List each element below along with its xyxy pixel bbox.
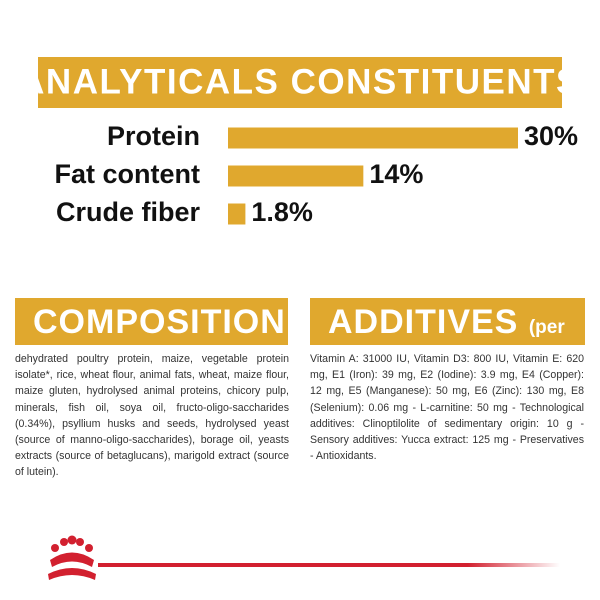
composition-header: COMPOSITION [15, 298, 288, 345]
value-label: 30% [524, 121, 578, 151]
bar [228, 165, 364, 187]
additives-unit: (per kg) [328, 317, 565, 392]
logo [48, 535, 96, 580]
bar [228, 203, 246, 225]
composition-title: COMPOSITION [33, 303, 286, 341]
value-label: 14% [369, 159, 423, 189]
chart-title: ANALYTICALS CONSTITUENTS [19, 62, 581, 101]
additives-header: ADDITIVES (per kg) [310, 298, 585, 392]
bar [228, 127, 518, 149]
category-label: Fat content [55, 159, 201, 189]
footer-line [98, 563, 560, 567]
additives-text: Vitamin A: 31000 IU, Vitamin D3: 800 IU,… [310, 353, 584, 463]
category-label: Protein [107, 121, 200, 151]
composition-text: dehydrated poultry protein, maize, veget… [15, 353, 289, 479]
category-label: Crude fiber [56, 197, 201, 227]
value-label: 1.8% [251, 197, 313, 227]
additives-title: ADDITIVES [328, 303, 519, 341]
title-band [38, 57, 562, 108]
